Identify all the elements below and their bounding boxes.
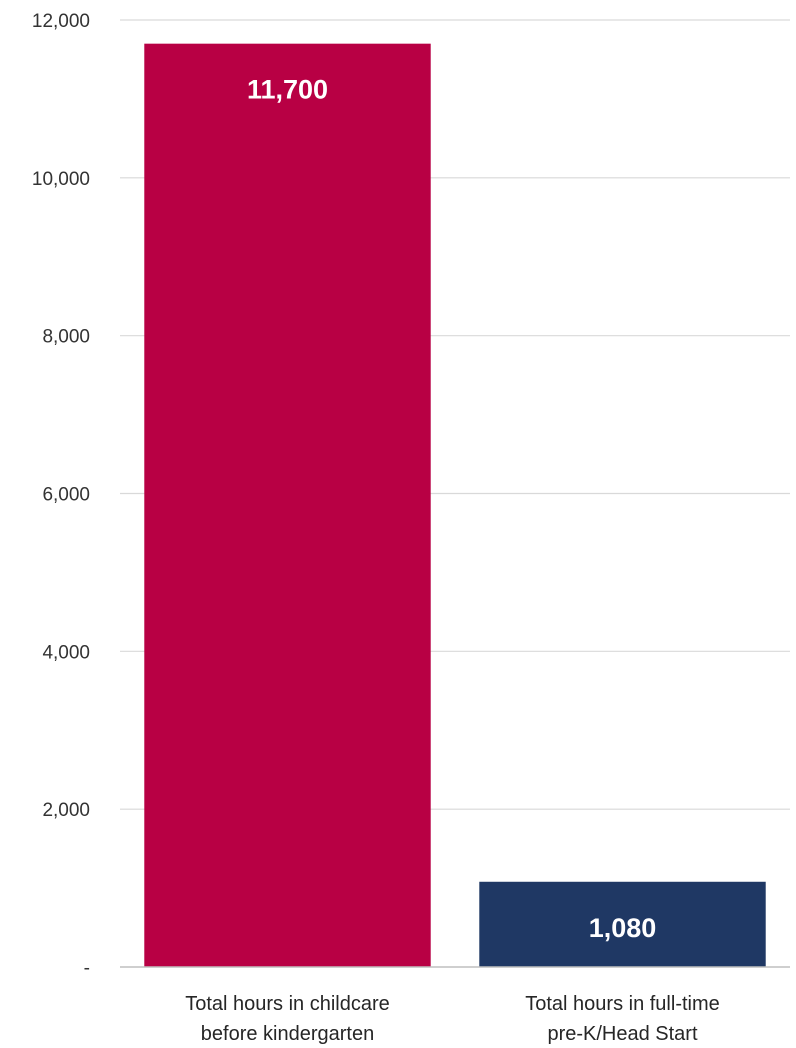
y-tick-label: 2,000	[42, 800, 90, 821]
y-tick-label: 6,000	[42, 485, 90, 506]
category-label: Total hours in childcare before kindergar…	[185, 993, 390, 1045]
y-tick-label: 8,000	[42, 327, 90, 348]
data-label: 1,080	[589, 913, 657, 943]
data-labels: 11,700 1,080	[247, 75, 656, 943]
y-tick-label: 12,000	[32, 11, 90, 32]
data-label: 11,700	[247, 75, 328, 105]
y-axis-tick-labels: - 2,000 4,000 6,000 8,000 10,000 12,000	[32, 11, 90, 979]
bar	[144, 43, 431, 968]
x-axis-category-labels: Total hours in childcare before kindergar…	[185, 993, 720, 1045]
bar	[479, 881, 766, 967]
y-tick-label: 4,000	[42, 642, 90, 663]
category-label: Total hours in full-time pre-K/Head Start	[525, 993, 720, 1045]
y-tick-label: 10,000	[32, 169, 90, 190]
y-tick-label: -	[84, 958, 90, 979]
bars	[144, 43, 766, 968]
